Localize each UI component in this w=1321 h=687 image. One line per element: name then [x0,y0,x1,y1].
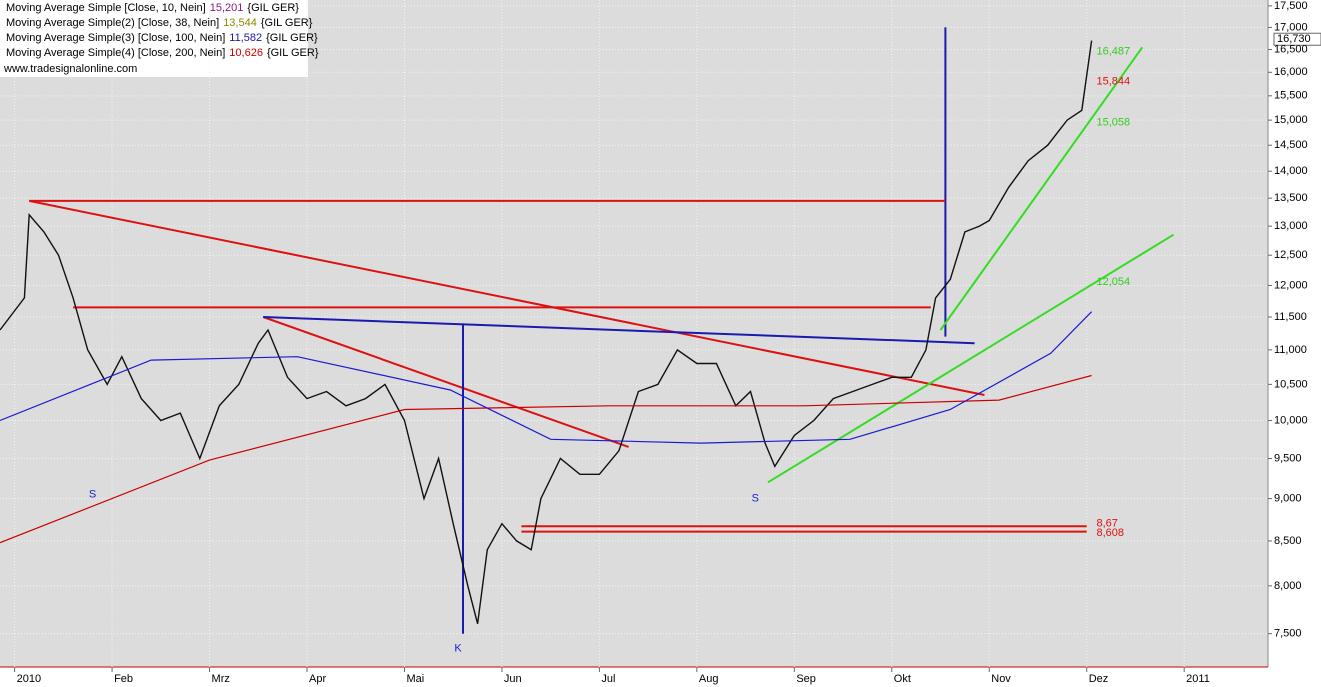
legend-entry: Moving Average Simple(4) [Close, 200, Ne… [6,47,319,59]
x-tick-label: Feb [114,673,133,685]
plot-area [0,0,1268,667]
x-tick-label: Apr [309,673,326,685]
y-tick-label: 10,000 [1274,414,1308,426]
y-tick-label: 9,000 [1274,492,1302,504]
y-tick-label: 13,000 [1274,220,1308,232]
y-tick-label: 7,500 [1274,628,1302,640]
annotation: 8,608 [1096,527,1124,539]
annotation: S [89,488,96,500]
source-label: www.tradesignalonline.com [3,63,137,75]
x-tick-label: Aug [699,673,719,685]
price-line [0,311,1093,444]
y-tick-label: 8,500 [1274,535,1302,547]
legend-text: Moving Average Simple(3) [Close, 100, Ne… [6,32,225,44]
trendline [939,46,1144,331]
x-tick-label: Jun [504,673,522,685]
y-tick-label: 11,500 [1274,311,1307,323]
y-tick-label: 17,000 [1274,21,1308,33]
y-tick-label: 15,500 [1274,90,1308,102]
x-tick-label: 2011 [1186,673,1210,685]
annotation: 12,054 [1096,276,1130,288]
legend-entry: Moving Average Simple [Close, 10, Nein] 1… [6,2,299,14]
last-price-label: 16,730 [1277,33,1311,45]
legend-suffix: {GIL GER} [261,17,313,29]
trendline [263,316,975,345]
x-tick-label: 2010 [17,673,41,685]
x-tick-label: Nov [991,673,1011,685]
y-tick-label: 13,500 [1274,192,1308,204]
y-tick-label: 14,500 [1274,139,1308,151]
y-tick-label: 17,500 [1274,0,1308,12]
y-tick-label: 9,500 [1274,452,1302,464]
price-line [0,40,1093,624]
legend-value: 10,626 [229,47,263,59]
trendline [262,316,629,448]
y-tick-label: 12,000 [1274,279,1308,291]
x-tick-label: Dez [1089,673,1109,685]
y-tick-label: 16,000 [1274,66,1308,78]
legend-suffix: {GIL GER} [266,32,318,44]
y-tick-label: 14,000 [1274,165,1308,177]
legend-entry: Moving Average Simple(3) [Close, 100, Ne… [6,32,318,44]
annotation: S [752,492,759,504]
legend-box [0,0,308,77]
x-tick-label: Mai [406,673,424,685]
legend-value: 15,201 [210,2,244,14]
price-line [0,374,1092,544]
legend-suffix: {GIL GER} [267,47,319,59]
annotation: 15,844 [1096,76,1130,88]
trendline [29,199,985,396]
y-tick-label: 16,500 [1274,43,1308,55]
y-tick-label: 12,500 [1274,249,1308,261]
x-tick-label: Sep [796,673,816,685]
trendline [767,233,1175,484]
annotation: 8,67 [1096,518,1117,530]
annotation: K [454,643,462,655]
y-tick-label: 15,000 [1274,114,1308,126]
legend-value: 13,544 [223,17,257,29]
legend-text: Moving Average Simple(4) [Close, 200, Ne… [6,47,225,59]
legend-text: Moving Average Simple(2) [Close, 38, Nei… [6,17,219,29]
annotation: 15,058 [1096,116,1130,128]
y-tick-label: 11,000 [1274,344,1307,356]
x-tick-label: Okt [894,673,911,685]
legend-suffix: {GIL GER} [247,2,299,14]
y-tick-label: 10,500 [1274,378,1308,390]
x-tick-label: Jul [601,673,615,685]
y-tick-label: 8,000 [1274,580,1302,592]
annotation: 16,487 [1096,46,1130,58]
x-tick-label: Mrz [212,673,230,685]
legend-entry: Moving Average Simple(2) [Close, 38, Nei… [6,17,313,29]
last-price-box [1273,32,1321,46]
legend-text: Moving Average Simple [Close, 10, Nein] [6,2,206,14]
legend-value: 11,582 [229,32,262,44]
